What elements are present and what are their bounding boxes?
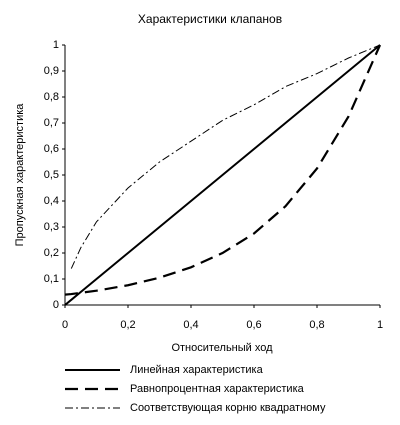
x-tick-label: 0,8 bbox=[309, 319, 324, 331]
legend-label: Соответствующая корню квадратному bbox=[130, 402, 326, 414]
y-tick-label: 0 bbox=[53, 299, 59, 311]
x-axis-label: Относительный ход bbox=[171, 342, 273, 354]
y-tick-label: 0,2 bbox=[44, 247, 59, 259]
series-line bbox=[70, 44, 381, 269]
y-tick-label: 0,5 bbox=[44, 169, 59, 181]
y-axis-label: Пропускная характеристика bbox=[14, 103, 26, 247]
y-tick-label: 0,1 bbox=[44, 273, 59, 285]
y-tick-label: 0,9 bbox=[44, 65, 59, 77]
y-tick-label: 1 bbox=[53, 39, 59, 51]
y-tick-label: 0,7 bbox=[44, 117, 59, 129]
series-line bbox=[64, 44, 381, 306]
y-tick-label: 0,3 bbox=[44, 221, 59, 233]
series-line bbox=[64, 44, 382, 296]
x-tick-label: 0,2 bbox=[120, 319, 135, 331]
x-tick-label: 0,6 bbox=[246, 319, 261, 331]
y-tick-label: 0,6 bbox=[44, 143, 59, 155]
chart-title: Характеристики клапанов bbox=[138, 12, 282, 26]
y-tick-label: 0,8 bbox=[44, 91, 59, 103]
x-tick-label: 1 bbox=[377, 319, 383, 331]
legend-label: Равнопроцентная характеристика bbox=[130, 383, 305, 395]
x-tick-label: 0 bbox=[62, 319, 68, 331]
y-tick-label: 0,4 bbox=[44, 195, 59, 207]
legend-label: Линейная характеристика bbox=[130, 364, 264, 376]
x-tick-label: 0,4 bbox=[183, 319, 198, 331]
